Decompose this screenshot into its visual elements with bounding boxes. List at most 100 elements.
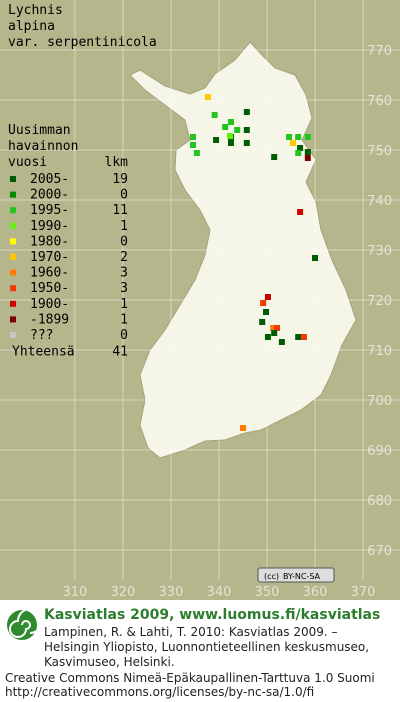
occurrence [193, 150, 200, 156]
legend-count: 11 [112, 203, 128, 218]
occurrence [243, 127, 250, 133]
legend-count: 1 [120, 297, 128, 312]
y-tick-label: 690 [367, 444, 392, 459]
occurrence [274, 325, 281, 331]
x-tick-label: 350 [255, 585, 280, 600]
legend-count-header: lkm [105, 155, 129, 170]
legend-label: ??? [30, 328, 53, 343]
occurrence [243, 109, 250, 115]
legend-count: 3 [120, 281, 128, 296]
legend-label: 1970- [30, 250, 69, 265]
legend-count: 2 [120, 250, 128, 265]
legend-label: 2000- [30, 188, 69, 203]
occurrence [213, 137, 220, 143]
occurrence [239, 425, 246, 431]
legend-label: 1960- [30, 266, 69, 281]
occurrence [243, 140, 250, 146]
legend-swatch [10, 254, 16, 260]
occurrence [297, 209, 304, 215]
x-tick-label: 340 [207, 585, 232, 600]
occurrence [295, 334, 302, 340]
y-tick-label: 730 [367, 244, 392, 259]
occurrence [227, 133, 234, 139]
legend-swatch [10, 207, 16, 214]
x-tick-label: 310 [62, 585, 87, 600]
legend-swatch [10, 269, 16, 276]
legend-swatch [10, 191, 16, 198]
occurrence [286, 134, 293, 140]
citation: Helsingin Yliopisto, Luonnontieteellinen… [44, 640, 369, 654]
legend-label: -1899 [30, 312, 69, 327]
occurrence [227, 140, 234, 146]
legend-label: 2005- [30, 172, 69, 187]
occurrence [304, 134, 311, 140]
title: alpina [8, 19, 55, 34]
total-label: Yhteensä [12, 345, 75, 360]
occurrence [190, 134, 197, 140]
occurrence [234, 127, 241, 133]
legend-swatch [10, 285, 16, 292]
logo [7, 608, 43, 640]
x-tick-label: 370 [351, 585, 376, 600]
legend-count: 0 [120, 188, 128, 203]
legend-count: 1 [120, 219, 128, 234]
occurrence [304, 155, 311, 161]
legend-label: 1995- [30, 203, 69, 218]
legend-swatch [10, 316, 16, 323]
occurrence [204, 94, 211, 100]
y-tick-label: 750 [367, 144, 392, 159]
legend-count: 0 [120, 328, 128, 343]
occurrence [211, 112, 218, 118]
occurrence [264, 334, 271, 340]
cc-logo: (cc) [264, 572, 279, 581]
title: var. serpentinicola [8, 35, 157, 50]
y-tick-label: 710 [367, 344, 392, 359]
legend-swatch [10, 300, 16, 307]
occurrence [260, 300, 267, 306]
x-tick-label: 360 [303, 585, 328, 600]
occurrence [300, 334, 307, 340]
occurrence [271, 330, 278, 336]
occurrence [289, 140, 296, 146]
legend-count: 3 [120, 266, 128, 281]
legend-count: 19 [112, 172, 128, 187]
y-tick-label: 740 [367, 194, 392, 209]
legend-swatch [10, 238, 16, 245]
occurrence [271, 154, 278, 160]
occurrence [295, 134, 302, 140]
occurrence [259, 319, 266, 325]
y-tick-label: 670 [367, 544, 392, 559]
citation: Kasvimuseo, Helsinki. [44, 655, 175, 669]
cc-badge [257, 567, 335, 583]
legend-label: 1900- [30, 297, 69, 312]
legend-count: 0 [120, 234, 128, 249]
y-tick-label: 760 [367, 94, 392, 109]
legend-swatch [10, 222, 16, 229]
legend-label: 1980- [30, 234, 69, 249]
legend-header: Uusimman [8, 123, 71, 138]
license: Creative Commons Nimeä-Epäkaupallinen-Ta… [5, 671, 375, 685]
x-tick-label: 320 [111, 585, 136, 600]
occurrence [222, 124, 229, 130]
occurrence [278, 339, 285, 345]
total: 41 [112, 345, 128, 360]
legend-label: 1950- [30, 281, 69, 296]
y-tick-label: 680 [367, 494, 392, 509]
occurrence [295, 150, 302, 156]
license: http://creativecommons.org/licenses/by-n… [5, 685, 314, 699]
y-tick-label: 720 [367, 294, 392, 309]
legend-count: 1 [120, 312, 128, 327]
legend-swatch [10, 176, 16, 182]
title: Lychnis [8, 3, 63, 18]
citation: Lampinen, R. & Lahti, T. 2010: Kasviatla… [44, 625, 338, 639]
legend-swatch [10, 332, 16, 338]
x-tick-label: 330 [159, 585, 184, 600]
occurrence [190, 142, 197, 148]
occurrence [270, 325, 277, 331]
occurrence [264, 294, 271, 300]
y-tick-label: 700 [367, 394, 392, 409]
occurrence [263, 309, 270, 315]
occurrence [312, 255, 319, 261]
